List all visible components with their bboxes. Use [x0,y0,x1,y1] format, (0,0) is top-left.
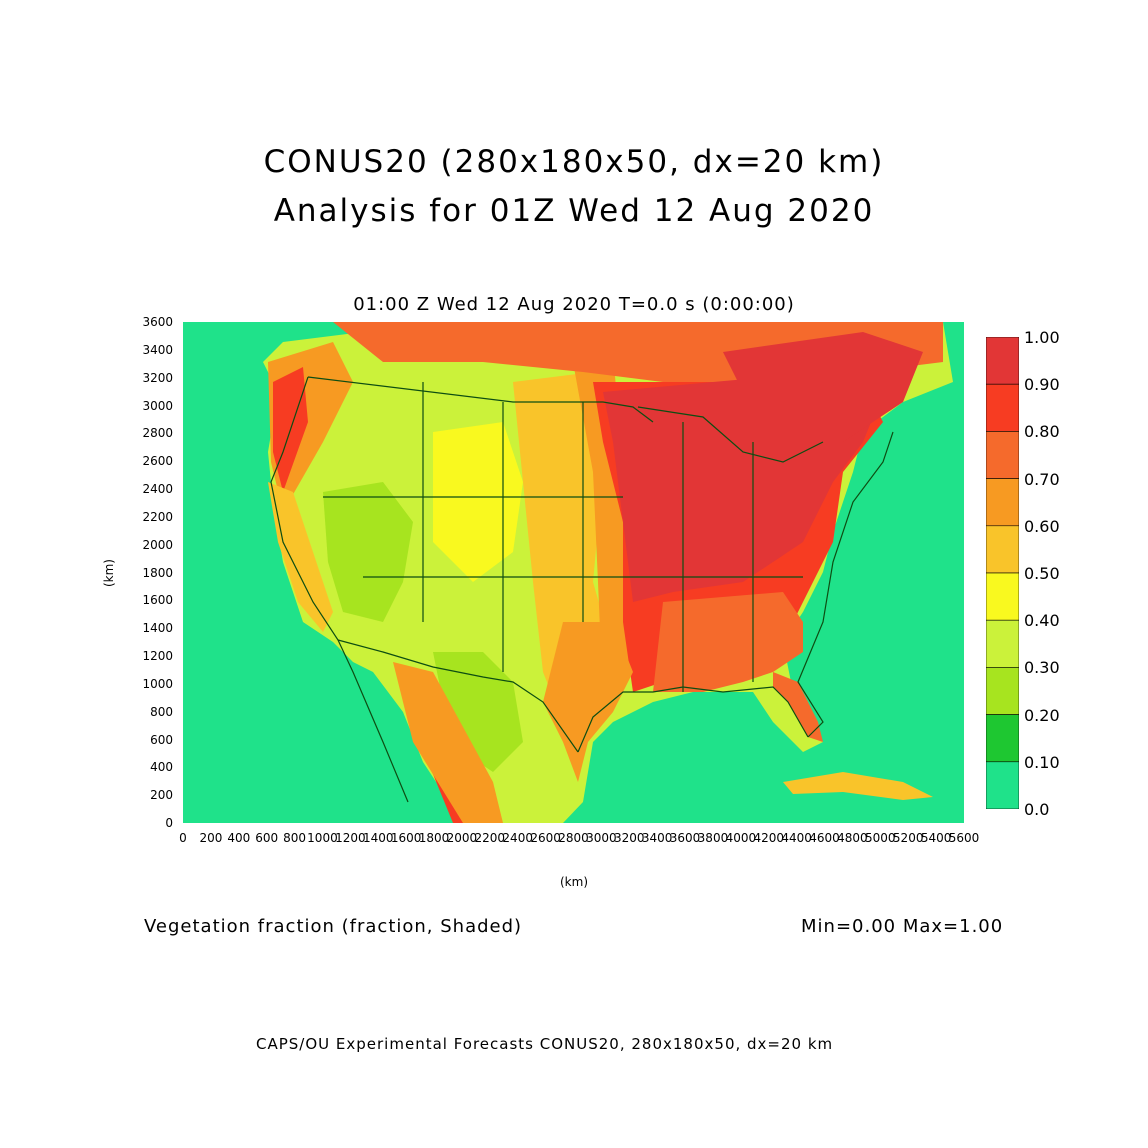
x-tick-label: 800 [283,831,307,845]
legend-swatch [986,383,1019,432]
legend-swatch [986,714,1019,763]
southeast-orange [653,592,803,692]
legend-label: 1.00 [1024,328,1060,347]
x-tick-label: 3800 [697,831,729,845]
variable-label: Vegetation fraction (fraction, Shaded) [144,916,523,937]
baja [337,639,409,803]
legend-label: 0.90 [1024,375,1060,395]
x-tick-label: 4000 [725,831,757,845]
rockies-yellow [433,422,523,582]
y-tick-label: 0 [165,816,173,830]
min-max-label: Min=0.00 Max=1.00 [801,916,1004,937]
y-tick-label: 1200 [142,649,173,663]
northeast-red [723,332,923,442]
west-coast [270,376,339,641]
x-tick-label: 4200 [753,831,785,845]
texas-orange [543,622,633,782]
x-tick-label: 4800 [837,831,868,845]
boundaries [270,376,894,803]
california-orange [268,482,333,632]
x-tick-label: 2200 [474,831,506,845]
footer-credit: CAPS/OU Experimental Forecasts CONUS20, … [256,1035,834,1053]
x-tick-label: 200 [199,831,223,845]
x-tick-label: 400 [227,831,251,845]
legend-label: 0.40 [1024,611,1060,631]
legend-label: 0.70 [1024,469,1060,489]
x-tick-label: 5200 [892,831,924,845]
x-tick-label: 5600 [948,831,980,845]
x-tick-label: 600 [255,831,279,845]
y-tick-label: 400 [150,760,173,775]
x-tick-label: 3000 [586,831,617,845]
legend-colorbar [986,337,1019,809]
x-tick-label: 1600 [390,831,422,845]
y-tick-label: 2200 [142,509,173,524]
y-tick-label: 3000 [142,398,173,413]
x-tick-label: 2000 [446,831,478,845]
main-title-line1: CONUS20 (280x180x50, dx=20 km) [263,144,885,180]
legend-swatch [986,572,1019,621]
x-tick-label: 3600 [669,831,701,845]
plot-time-title: 01:00 Z Wed 12 Aug 2020 T=0.0 s (0:00:00… [353,294,795,315]
x-tick-label: 4600 [809,831,840,845]
east-dark-red [603,372,883,602]
y-tick-label: 3200 [142,370,173,385]
legend-swatch [986,761,1019,809]
y-tick-label: 1000 [142,676,173,691]
legend-swatch [986,525,1019,574]
us-mexico-border [337,639,579,753]
x-tick-label: 5400 [920,831,952,845]
y-tick-label: 2600 [142,454,173,469]
y-tick-label: 1600 [142,593,173,608]
legend-swatch [986,337,1019,385]
legend-swatch [986,619,1019,668]
x-tick-label: 1200 [335,831,366,845]
mexico-orange [393,662,503,823]
x-tick-label: 1000 [307,831,338,845]
main-title-line2: Analysis for 01Z Wed 12 Aug 2020 [273,193,875,229]
x-tick-label: 4400 [781,831,812,845]
us-canada-border [307,376,654,423]
y-tick-label: 1400 [142,621,173,636]
x-tick-label: 1800 [418,831,450,845]
great-lakes [637,406,824,463]
y-tick-label: 3600 [142,315,173,329]
west-green-patch [323,482,413,622]
legend-label: 0.50 [1024,564,1060,583]
x-tick-label: 5000 [865,831,896,845]
land-shading [263,322,953,823]
east-coast [797,431,894,738]
x-tick-label: 0 [179,831,187,845]
legend-swatch [986,478,1019,527]
y-tick-label: 600 [150,732,173,747]
x-tick-label: 1400 [362,831,394,845]
southwest-green-patch [433,652,523,772]
y-axis-label: (km) [102,558,117,588]
x-tick-label: 3400 [641,831,673,845]
x-tick-label: 2800 [558,831,589,845]
legend-swatch [986,667,1019,715]
legend-label: 0.30 [1024,658,1060,678]
y-tick-label: 800 [150,704,173,719]
y-tick-label: 2000 [142,537,173,552]
y-tick-label: 2400 [142,482,173,496]
florida [773,672,823,742]
x-tick-label: 3200 [614,831,645,845]
y-tick-label: 3400 [142,342,173,357]
legend-label: 0.0 [1024,800,1050,819]
legend-label: 0.20 [1024,705,1060,725]
x-axis-label: (km) [560,875,589,889]
legend-swatch [986,431,1019,479]
x-tick-label: 2400 [502,831,533,845]
y-tick-label: 200 [150,788,173,803]
y-tick-label: 1800 [142,565,173,580]
y-tick-label: 2800 [142,426,173,441]
cuba [783,772,933,800]
legend-label: 0.10 [1024,752,1060,772]
legend-label: 0.80 [1024,422,1060,442]
legend-label: 0.60 [1024,516,1060,536]
x-tick-label: 2600 [530,831,561,845]
vegetation-map [183,322,964,823]
